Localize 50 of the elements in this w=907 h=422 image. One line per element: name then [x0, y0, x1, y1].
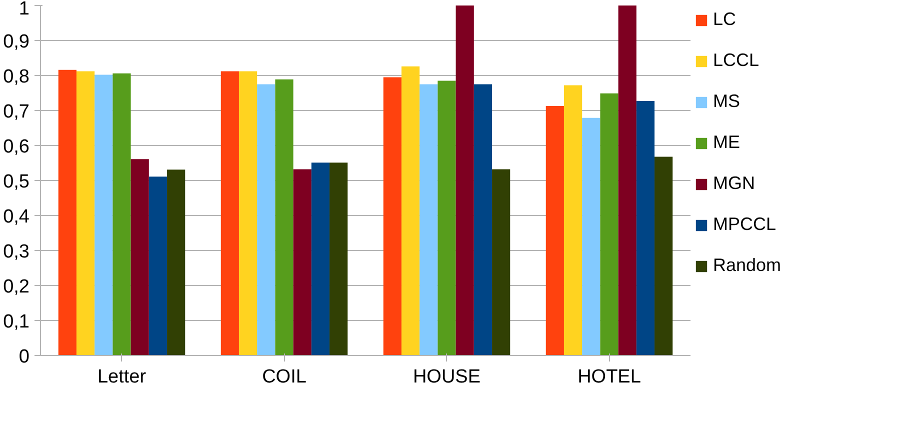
bar [546, 106, 564, 356]
bar [94, 74, 113, 356]
x-tick-label: HOUSE [412, 366, 481, 388]
y-tick-label: 0,5 [3, 172, 30, 192]
bar [600, 93, 618, 356]
bar [401, 66, 420, 356]
y-tick-label: 0,8 [3, 66, 30, 88]
bar [112, 73, 131, 356]
bar [582, 118, 600, 356]
y-tick-label: 0,1 [3, 312, 30, 332]
bar [492, 169, 510, 356]
bar [654, 156, 673, 356]
bar [383, 77, 402, 356]
bar [474, 84, 492, 356]
bar [420, 84, 438, 356]
bar [456, 6, 474, 356]
bar [76, 71, 95, 356]
bar [330, 162, 348, 356]
bar [636, 101, 655, 356]
legend-label: MGN [713, 173, 755, 194]
bar [275, 79, 294, 356]
bar [130, 159, 149, 356]
legend-label: MS [713, 91, 740, 112]
bar [238, 71, 258, 356]
y-tick-label: 0,4 [3, 206, 30, 228]
bar [438, 80, 456, 356]
y-tick-label: 1 [18, 0, 30, 20]
y-tick-label: 0,9 [3, 32, 30, 52]
y-tick-label: 0,3 [3, 242, 30, 262]
bar [58, 70, 76, 356]
legend-label: MPCCL [713, 214, 776, 235]
legend-label: Random [713, 255, 782, 276]
x-tick-label: Letter [97, 366, 147, 388]
x-tick-label: COIL [262, 366, 306, 388]
bar [220, 71, 239, 356]
x-tick-label: HOTEL [578, 366, 641, 388]
legend-label: ME [713, 132, 740, 153]
bar [618, 6, 636, 356]
y-tick-label: 0 [18, 346, 30, 368]
legend-label: LC [713, 9, 736, 30]
y-tick-label: 0,2 [3, 276, 30, 298]
bar [167, 170, 186, 356]
bar [148, 176, 168, 356]
bar [311, 162, 330, 356]
bar [257, 84, 276, 356]
bar [564, 85, 582, 356]
bar [293, 169, 312, 356]
y-tick-label: 0,6 [3, 136, 30, 158]
y-tick-label: 0,7 [3, 102, 30, 122]
legend-label: LCCL [713, 50, 760, 71]
